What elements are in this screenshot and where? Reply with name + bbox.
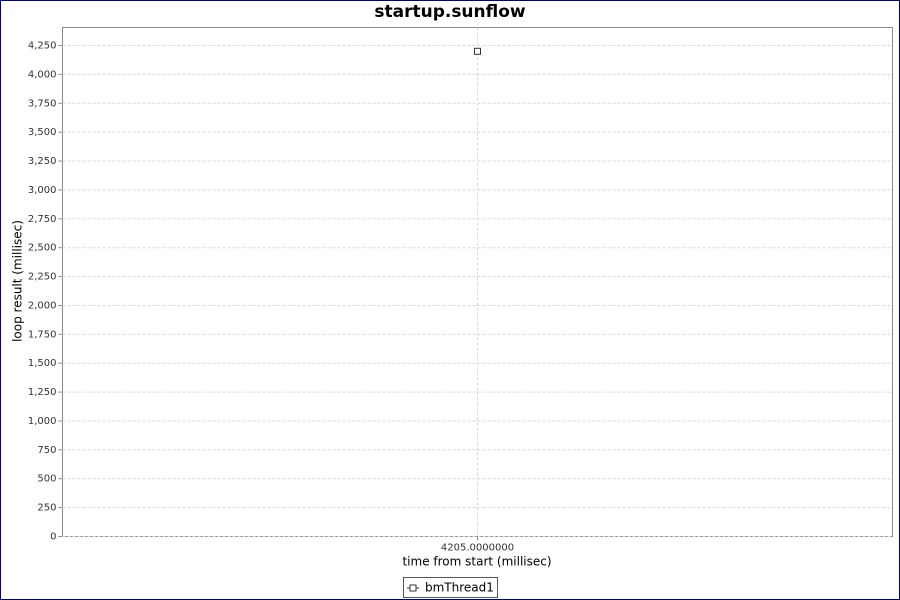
y-axis-label: loop result (millisec) bbox=[11, 220, 25, 342]
y-tick-label: 3,250 bbox=[28, 156, 57, 167]
x-axis-label: time from start (millisec) bbox=[402, 555, 551, 569]
y-tick-label: 2,750 bbox=[28, 214, 57, 225]
marker bbox=[474, 47, 481, 55]
y-tick-label: 1,000 bbox=[28, 416, 57, 427]
x-tick-label: 4205.0000000 bbox=[441, 543, 514, 554]
y-tick-label: 3,000 bbox=[28, 185, 57, 196]
legend-label: bmThread1 bbox=[425, 581, 494, 595]
y-tick-label: 1,500 bbox=[28, 358, 57, 369]
y-tick-label: 2,500 bbox=[28, 243, 57, 254]
y-tick-label: 4,000 bbox=[28, 69, 57, 80]
chart-title: startup.sunflow bbox=[374, 2, 526, 22]
legend-marker bbox=[409, 584, 417, 592]
y-tick-label: 2,000 bbox=[28, 300, 57, 311]
plot-area bbox=[62, 27, 893, 537]
y-tick-label: 1,250 bbox=[28, 387, 57, 398]
y-tick-label: 4,250 bbox=[28, 41, 57, 52]
y-tick-label: 3,500 bbox=[28, 127, 57, 138]
y-tick-label: 250 bbox=[37, 503, 56, 514]
y-tick-label: 2,250 bbox=[28, 272, 57, 283]
legend-box bbox=[403, 577, 498, 598]
y-tick-label: 3,750 bbox=[28, 98, 57, 109]
y-tick-label: 750 bbox=[37, 445, 56, 456]
y-tick-label: 0 bbox=[50, 532, 56, 543]
y-tick-label: 500 bbox=[37, 474, 56, 485]
y-tick-label: 1,750 bbox=[28, 329, 57, 340]
